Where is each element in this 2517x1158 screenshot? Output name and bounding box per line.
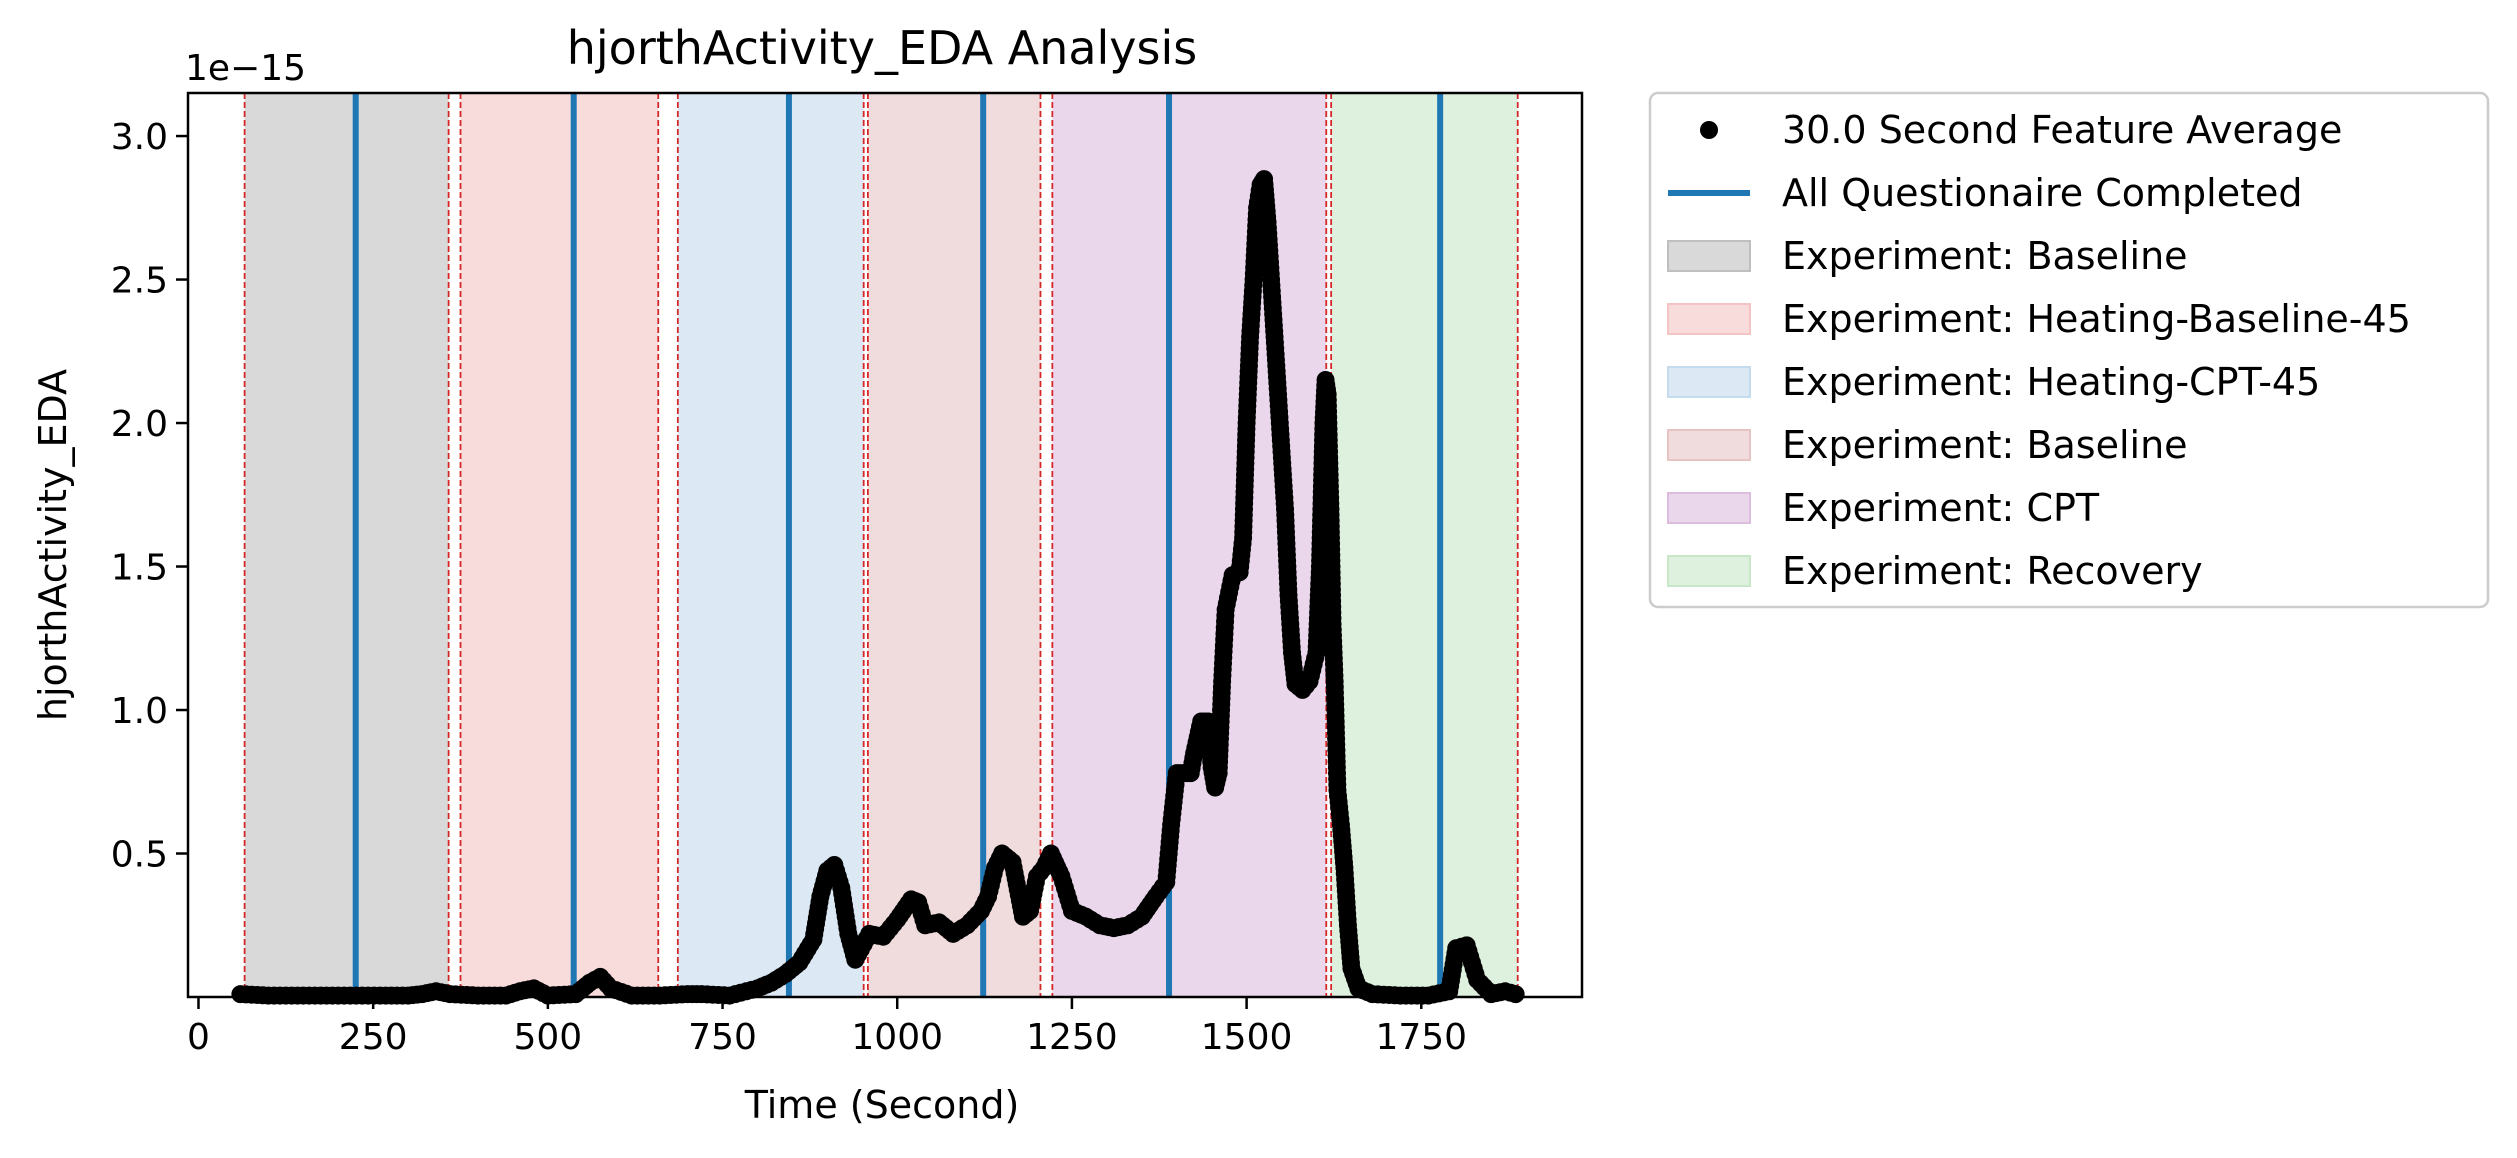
x-axis-label: Time (Second) — [744, 1083, 1020, 1127]
legend-label-7: Experiment: Recovery — [1782, 549, 2203, 593]
legend-patch-5 — [1667, 429, 1751, 461]
region-0 — [244, 93, 449, 997]
legend: 30.0 Second Feature Average All Questiona… — [1648, 91, 2490, 609]
y-tick-label-0: 0.5 — [111, 835, 168, 876]
y-tick-label-5: 3.0 — [111, 117, 168, 158]
y-axis-ticks: 0.5 1.0 1.5 2.0 2.5 3.0 — [111, 117, 188, 876]
legend-items: 30.0 Second Feature Average All Questiona… — [1667, 108, 2411, 593]
y-axis-label: hjorthActivity_EDA — [31, 369, 75, 721]
x-tick-label-0: 0 — [187, 1017, 210, 1058]
legend-label-1: All Questionaire Completed — [1782, 171, 2303, 215]
x-axis-ticks: 0 250 500 750 1000 1250 1500 1750 — [187, 997, 1467, 1058]
plot-frame — [186, 91, 1584, 999]
legend-patch-4 — [1667, 366, 1751, 398]
legend-label-3: Experiment: Heating-Baseline-45 — [1782, 297, 2411, 341]
x-tick-label-3: 750 — [688, 1017, 757, 1058]
data-point-704 — [1506, 985, 1525, 1004]
legend-label-0: 30.0 Second Feature Average — [1782, 108, 2342, 152]
x-tick-label-7: 1750 — [1375, 1017, 1467, 1058]
legend-patch-6 — [1667, 492, 1751, 524]
y-offset-label: 1e−15 — [185, 48, 306, 89]
x-tick-label-4: 1000 — [851, 1017, 943, 1058]
region-5 — [1331, 93, 1518, 997]
legend-patch-2 — [1667, 240, 1751, 272]
x-tick-label-5: 1250 — [1026, 1017, 1118, 1058]
data-points — [231, 170, 1525, 1005]
experiment-regions — [244, 93, 1518, 997]
legend-label-2: Experiment: Baseline — [1782, 234, 2188, 278]
y-tick-label-2: 1.5 — [111, 548, 168, 589]
legend-patch-7 — [1667, 555, 1751, 587]
y-tick-label-4: 2.5 — [111, 261, 168, 302]
legend-patch-3 — [1667, 303, 1751, 335]
x-tick-label-6: 1500 — [1201, 1017, 1293, 1058]
region-1 — [460, 93, 659, 997]
y-tick-label-3: 2.0 — [111, 404, 168, 445]
legend-box — [1648, 91, 2490, 609]
x-tick-label-1: 250 — [339, 1017, 408, 1058]
legend-label-5: Experiment: Baseline — [1782, 423, 2188, 467]
legend-marker-0 — [1700, 121, 1718, 139]
x-tick-label-2: 500 — [513, 1017, 582, 1058]
y-tick-label-1: 1.0 — [111, 691, 168, 732]
region-3 — [867, 93, 1041, 997]
legend-label-4: Experiment: Heating-CPT-45 — [1782, 360, 2320, 404]
legend-label-6: Experiment: CPT — [1782, 486, 2100, 530]
chart-title: hjorthActivity_EDA Analysis — [567, 21, 1198, 75]
region-2 — [677, 93, 864, 997]
